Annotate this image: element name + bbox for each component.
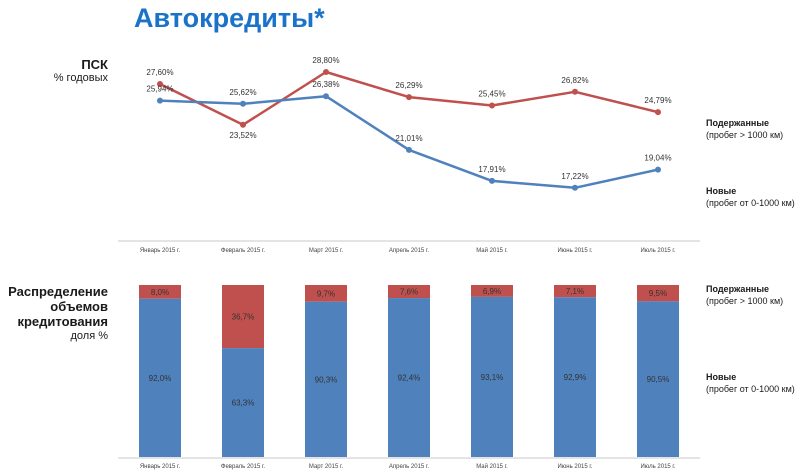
bar-legend-new-title: Новые xyxy=(706,372,737,382)
bar-chart-label-sub: доля % xyxy=(70,330,108,342)
line-data-label-used: 23,52% xyxy=(229,131,256,140)
bar-x-tick-label: Январь 2015 г. xyxy=(140,464,181,470)
line-x-tick-label: Июнь 2015 г. xyxy=(557,248,592,254)
line-point-used xyxy=(323,69,329,75)
bar-data-label-new: 92,4% xyxy=(398,374,421,383)
line-data-label-new: 25,94% xyxy=(146,85,173,94)
line-x-tick-label: Апрель 2015 г. xyxy=(389,248,429,254)
bar-data-label-new: 93,1% xyxy=(481,373,504,382)
bar-segment-new xyxy=(388,298,430,457)
line-point-new xyxy=(406,146,412,153)
line-point-used xyxy=(157,81,163,87)
bar-x-tick-label: Июнь 2015 г. xyxy=(557,464,592,470)
bar-segment-used xyxy=(305,285,347,302)
line-x-tick-label: Март 2015 г. xyxy=(309,248,343,254)
line-data-label-used: 26,29% xyxy=(395,81,422,90)
line-point-new xyxy=(157,97,163,104)
bar-data-label-new: 92,9% xyxy=(564,373,587,382)
line-data-label-used: 25,45% xyxy=(478,90,505,99)
line-data-label-used: 24,79% xyxy=(644,96,671,105)
line-data-label-new: 19,04% xyxy=(644,154,671,163)
line-x-tick-label: Июль 2015 г. xyxy=(640,248,675,254)
bar-data-label-new: 90,5% xyxy=(647,375,670,384)
line-legend-new: Новые (пробег от 0-1000 км) xyxy=(706,185,795,209)
line-data-label-new: 21,01% xyxy=(395,134,422,143)
bar-x-tick-label: Май 2015 г. xyxy=(476,463,508,470)
bar-segment-new xyxy=(305,301,347,457)
bar-data-label-new: 90,3% xyxy=(315,375,338,384)
line-legend-used-sub: (пробег > 1000 км) xyxy=(706,130,784,140)
line-data-label-new: 26,38% xyxy=(312,80,339,89)
line-chart-label: ПСК % годовых xyxy=(10,57,108,84)
bar-segment-new xyxy=(554,297,596,457)
line-point-new xyxy=(240,100,246,107)
line-data-label-new: 25,62% xyxy=(229,88,256,97)
bar-legend-used: Подержанные (пробег > 1000 км) xyxy=(706,283,783,307)
line-legend-new-sub: (пробег от 0-1000 км) xyxy=(706,198,795,208)
bar-data-label-used: 9,7% xyxy=(317,289,335,298)
line-point-new xyxy=(489,177,495,184)
line-legend-new-title: Новые xyxy=(706,186,737,196)
bar-data-label-used: 7,6% xyxy=(400,288,418,297)
bar-segment-new xyxy=(222,348,264,457)
line-x-tick-label: Май 2015 г. xyxy=(476,247,508,254)
bar-data-label-used: 6,9% xyxy=(483,287,501,296)
page-title: Автокредиты* xyxy=(134,3,325,33)
bar-legend-used-title: Подержанные xyxy=(706,284,770,294)
bar-segment-new xyxy=(637,301,679,457)
bar-chart-label-main: Распределение объемов кредитования xyxy=(8,284,108,329)
bar-data-label-used: 9,5% xyxy=(649,289,667,298)
line-legend-used-title: Подержанные xyxy=(706,118,770,128)
line-point-used xyxy=(489,102,495,109)
line-point-used xyxy=(406,94,412,101)
bar-legend-new-sub: (пробег от 0-1000 км) xyxy=(706,384,795,394)
line-x-tick-label: Февраль 2015 г. xyxy=(221,248,266,254)
bar-x-tick-label: Март 2015 г. xyxy=(309,464,343,470)
line-point-new xyxy=(655,166,661,173)
bar-segment-used xyxy=(139,285,181,299)
bar-x-tick-label: Апрель 2015 г. xyxy=(389,464,429,470)
bar-data-label-used: 7,1% xyxy=(566,287,584,296)
line-point-used xyxy=(655,109,661,116)
bar-chart-label: Распределение объемов кредитования доля … xyxy=(8,284,108,344)
bar-segment-used xyxy=(637,285,679,302)
bar-x-tick-label: Февраль 2015 г. xyxy=(221,464,266,470)
bar-segment-used xyxy=(222,285,264,349)
bar-legend-used-sub: (пробег > 1000 км) xyxy=(706,296,784,306)
bar-data-label-used: 8,0% xyxy=(151,288,169,297)
bar-data-label-used: 36,7% xyxy=(232,313,255,322)
line-point-new xyxy=(323,93,329,100)
line-data-label-new: 17,22% xyxy=(561,172,588,181)
bar-segment-used xyxy=(388,285,430,299)
line-chart-label-main: ПСК xyxy=(81,57,108,72)
line-data-label-used: 28,80% xyxy=(312,56,339,65)
line-point-used xyxy=(572,88,578,95)
bar-data-label-new: 63,3% xyxy=(232,399,255,408)
bar-data-label-new: 92,0% xyxy=(149,374,172,383)
line-x-tick-label: Январь 2015 г. xyxy=(140,248,181,254)
line-data-label-new: 17,91% xyxy=(478,165,505,174)
line-data-label-used: 27,60% xyxy=(146,68,173,77)
bar-segment-used xyxy=(554,285,596,298)
bar-segment-new xyxy=(139,298,181,457)
line-data-label-used: 26,82% xyxy=(561,76,588,85)
bar-segment-new xyxy=(471,296,513,457)
line-point-used xyxy=(240,121,246,128)
bar-x-tick-label: Июль 2015 г. xyxy=(640,464,675,470)
bar-segment-used xyxy=(471,285,513,297)
line-point-new xyxy=(572,184,578,191)
line-chart-label-sub: % годовых xyxy=(53,72,108,84)
line-legend-used: Подержанные (пробег > 1000 км) xyxy=(706,117,783,141)
bar-legend-new: Новые (пробег от 0-1000 км) xyxy=(706,371,795,395)
